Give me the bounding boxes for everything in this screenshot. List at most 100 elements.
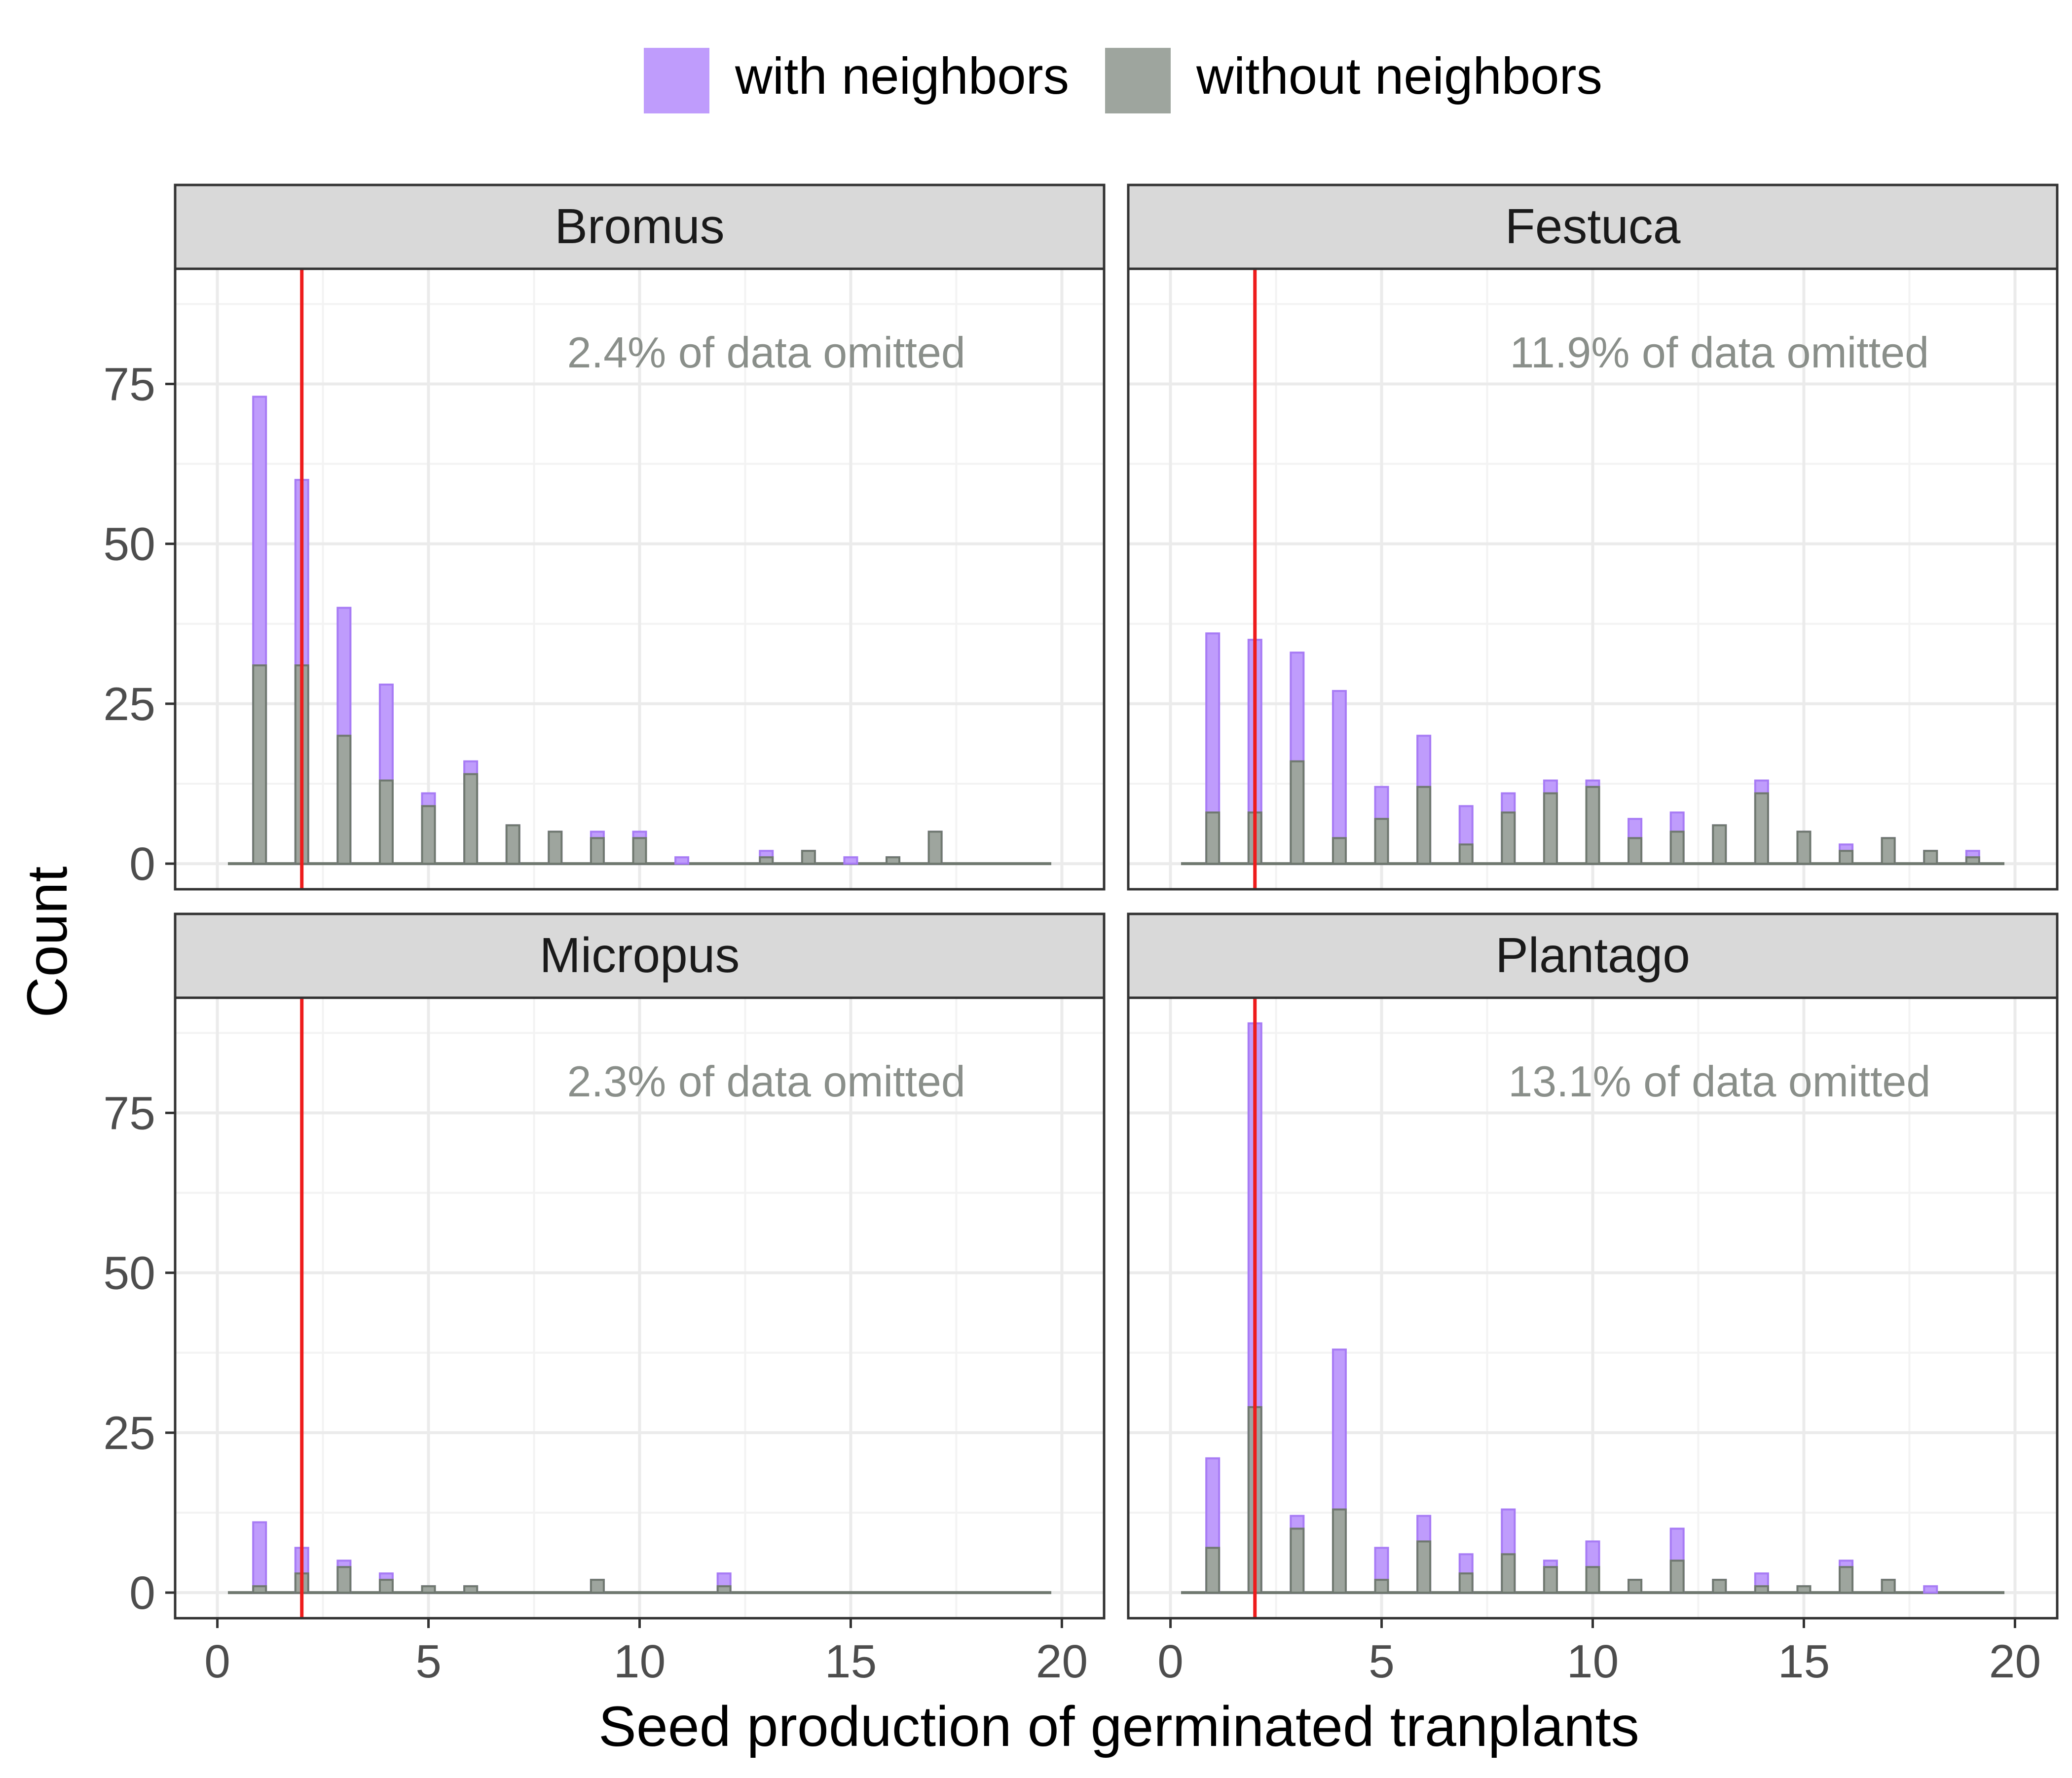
- bar-without-neighbors: [336, 1566, 352, 1594]
- facet-strip: [1127, 183, 2059, 270]
- bar-without-neighbors: [336, 734, 352, 865]
- y-tick-label: 75: [103, 1087, 155, 1139]
- bar-without-neighbors: [1881, 1579, 1896, 1594]
- bar-without-neighbors: [759, 856, 774, 865]
- axes: Seed production of germinated tranplants…: [16, 867, 1639, 1758]
- bar-without-neighbors: [1458, 843, 1474, 865]
- omitted-data-annotation: 2.3% of data omitted: [567, 1057, 965, 1106]
- y-tick-label: 50: [103, 1247, 155, 1300]
- bar-without-neighbors: [1754, 792, 1769, 865]
- bar-without-neighbors: [1374, 818, 1389, 865]
- bar-without-neighbors: [927, 831, 943, 865]
- bar-without-neighbors: [1332, 837, 1347, 865]
- bar-without-neighbors: [252, 1585, 267, 1594]
- bar-without-neighbors: [1628, 837, 1643, 865]
- bar-without-neighbors: [1628, 1579, 1643, 1594]
- bar-without-neighbors: [1543, 1566, 1558, 1594]
- bar-without-neighbors: [590, 837, 605, 865]
- bar-without-neighbors: [1205, 1547, 1221, 1594]
- bar-without-neighbors: [1669, 1560, 1685, 1594]
- bar-without-neighbors: [421, 805, 436, 865]
- y-tick-label: 0: [129, 1567, 155, 1619]
- facet-strip-title-bromus: Bromus: [555, 199, 725, 254]
- bar-without-neighbors: [252, 664, 267, 865]
- y-tick-label: 0: [129, 838, 155, 890]
- bar-without-neighbors: [1543, 792, 1558, 865]
- bar-with-neighbors: [252, 1521, 267, 1594]
- bar-without-neighbors: [1796, 831, 1812, 865]
- bar-without-neighbors: [421, 1585, 436, 1594]
- bar-without-neighbors: [463, 773, 479, 865]
- y-axis-title: Count: [16, 867, 79, 1018]
- bar-without-neighbors: [1839, 850, 1854, 865]
- bar-without-neighbors: [632, 837, 647, 865]
- bar-without-neighbors: [1754, 1585, 1769, 1594]
- legend-label-without-neighbors: without neighbors: [1196, 47, 1602, 105]
- bar-without-neighbors: [1205, 811, 1221, 865]
- omitted-data-annotation: 2.4% of data omitted: [567, 328, 965, 377]
- facet-strip-title-plantago: Plantago: [1495, 928, 1690, 983]
- x-tick-label: 10: [1567, 1635, 1619, 1688]
- bar-without-neighbors: [1712, 824, 1727, 865]
- bar-without-neighbors: [1501, 811, 1516, 865]
- bar-without-neighbors: [1839, 1566, 1854, 1594]
- x-tick-label: 5: [1369, 1635, 1395, 1688]
- bar-without-neighbors: [378, 779, 394, 865]
- bar-without-neighbors: [1923, 850, 1938, 865]
- bar-with-neighbors: [1332, 689, 1347, 865]
- facet-strip: [174, 912, 1106, 999]
- bar-without-neighbors: [716, 1585, 732, 1594]
- bar-without-neighbors: [1416, 786, 1432, 865]
- bar-without-neighbors: [1585, 786, 1600, 865]
- legend-label-with-neighbors: with neighbors: [735, 47, 1069, 105]
- x-tick-label: 15: [825, 1635, 877, 1688]
- y-tick-label: 75: [103, 358, 155, 410]
- x-tick-label: 0: [204, 1635, 230, 1688]
- bar-without-neighbors: [548, 831, 563, 865]
- omitted-data-annotation: 13.1% of data omitted: [1508, 1057, 1930, 1106]
- bar-with-neighbors: [674, 856, 690, 865]
- bar-without-neighbors: [801, 850, 816, 865]
- bar-without-neighbors: [463, 1585, 479, 1594]
- bar-without-neighbors: [1332, 1508, 1347, 1594]
- x-tick-label: 10: [614, 1635, 666, 1688]
- facet-strip-title-micropus: Micropus: [540, 928, 740, 983]
- bar-without-neighbors: [1458, 1572, 1474, 1594]
- bar-without-neighbors: [1290, 1527, 1305, 1594]
- x-axis-title: Seed production of germinated tranplants: [598, 1695, 1639, 1758]
- x-tick-label: 20: [1036, 1635, 1088, 1688]
- bar-with-neighbors: [843, 856, 858, 865]
- facet-strip-title-festuca: Festuca: [1505, 199, 1681, 254]
- y-tick-label: 25: [103, 1407, 155, 1459]
- legend: with neighbors without neighbors: [644, 47, 1602, 113]
- bar-without-neighbors: [1416, 1540, 1432, 1594]
- bar-without-neighbors: [1585, 1566, 1600, 1594]
- panel-micropus: 2.3% of data omitted Micropus 0 25 50 75 0 5 10 1…: [103, 912, 1106, 1688]
- bar-without-neighbors: [1712, 1579, 1727, 1594]
- x-tick-label: 20: [1989, 1635, 2041, 1688]
- omitted-data-annotation: 11.9% of data omitted: [1510, 328, 1929, 377]
- bar-without-neighbors: [1965, 856, 1980, 865]
- panel-plantago: 13.1% of data omitted Plantago 0 5 10 15 20: [1127, 912, 2059, 1688]
- x-tick-label: 15: [1778, 1635, 1830, 1688]
- x-tick-label: 5: [415, 1635, 442, 1688]
- legend-key-without-neighbors: [1105, 48, 1171, 113]
- panel-bromus: 2.4% of data omitted Bromus 0 25 50 75: [103, 183, 1106, 891]
- bar-without-neighbors: [505, 824, 520, 865]
- bar-with-neighbors: [1923, 1585, 1938, 1594]
- y-tick-label: 25: [103, 678, 155, 730]
- bar-without-neighbors: [1881, 837, 1896, 865]
- bar-without-neighbors: [1501, 1553, 1516, 1594]
- bar-without-neighbors: [1374, 1579, 1389, 1594]
- facet-strip: [1127, 912, 2059, 999]
- panel-festuca: 11.9% of data omitted Festuca: [1127, 183, 2059, 891]
- bar-without-neighbors: [1796, 1585, 1812, 1594]
- y-tick-label: 50: [103, 518, 155, 571]
- legend-key-with-neighbors: [644, 48, 709, 113]
- bar-without-neighbors: [1290, 760, 1305, 865]
- bar-without-neighbors: [886, 856, 901, 865]
- bar-without-neighbors: [1669, 831, 1685, 865]
